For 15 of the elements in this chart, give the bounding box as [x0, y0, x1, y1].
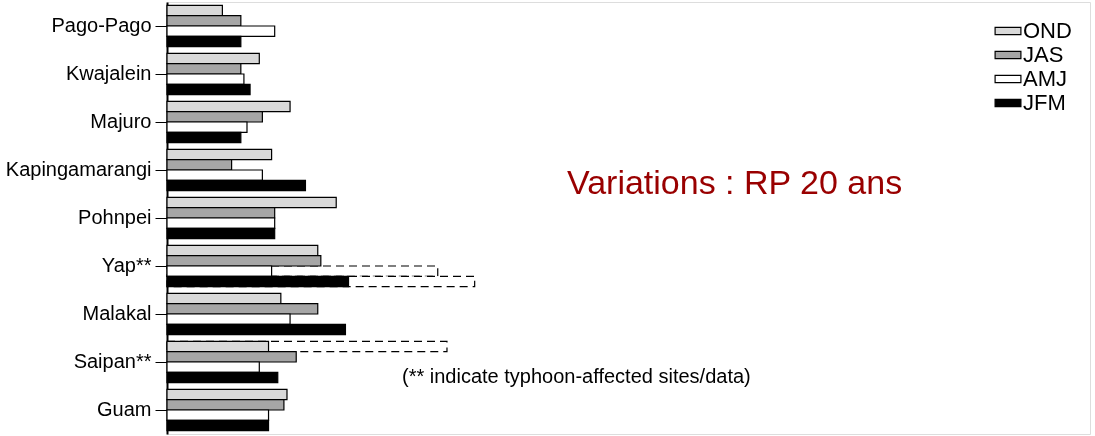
y-tick-label: Kwajalein: [65, 62, 152, 84]
legend-label: AMJ: [1023, 66, 1067, 91]
y-tick-label: Guam: [97, 398, 152, 420]
y-tick-label: Pago-Pago: [51, 14, 152, 36]
y-tick-label: Malakal: [82, 302, 152, 324]
y-tick-label: Saipan**: [73, 350, 152, 372]
text: Variations : RP 20 ans: [567, 163, 903, 201]
y-tick-label: Kapingamarangi: [5, 158, 152, 180]
legend-label: JAS: [1023, 42, 1064, 67]
legend-label: OND: [1023, 18, 1072, 43]
y-tick-label: Pohnpei: [78, 206, 152, 228]
y-tick-label: Yap**: [101, 254, 152, 276]
legend-label: JFM: [1023, 90, 1066, 115]
annotation: (** indicate typhoon-affected sites/data): [402, 365, 751, 387]
y-tick-label: Majuro: [90, 110, 152, 132]
